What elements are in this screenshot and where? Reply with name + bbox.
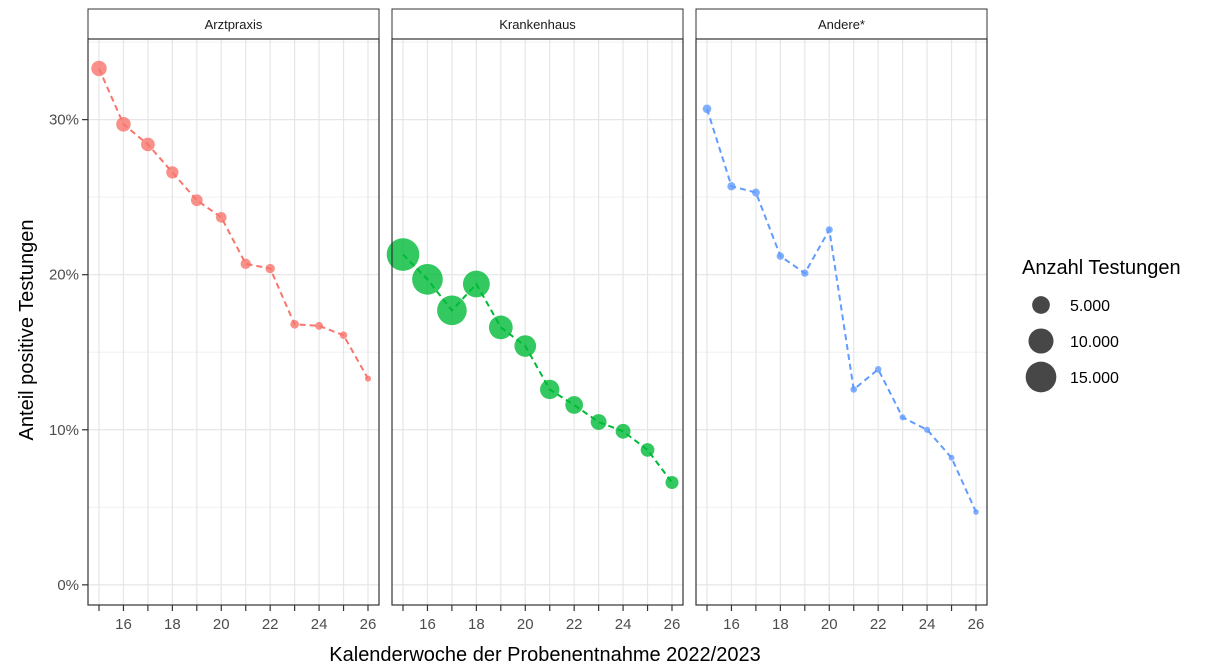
x-tick-label: 24: [919, 616, 936, 633]
data-point: [590, 414, 607, 430]
panel-strip: [87, 8, 380, 40]
x-tick-label: 20: [213, 616, 230, 633]
data-point: [948, 454, 955, 461]
data-point: [973, 509, 979, 515]
data-point: [412, 264, 443, 295]
data-point: [801, 269, 809, 277]
data-point: [290, 319, 299, 329]
y-tick-label: 0%: [57, 577, 79, 594]
x-tick-label: 26: [968, 616, 985, 633]
data-point: [315, 321, 324, 330]
x-tick-label: 20: [517, 616, 534, 633]
panel-border: [87, 38, 380, 606]
data-point: [751, 188, 760, 197]
legend-title: Anzahl Testungen: [1022, 257, 1181, 279]
panel-strip-label: Andere*: [818, 17, 865, 32]
data-point: [727, 182, 736, 191]
legend-label: 15.000: [1070, 370, 1119, 387]
data-point: [166, 166, 179, 179]
panel-strip: [695, 8, 988, 40]
y-axis-title: Anteil positive Testungen: [16, 220, 38, 441]
data-point: [850, 386, 858, 393]
panel-border: [391, 38, 684, 606]
data-point: [116, 116, 131, 132]
x-tick-label: 26: [360, 616, 377, 633]
data-point: [565, 396, 584, 414]
data-point: [825, 226, 833, 234]
x-tick-label: 24: [311, 616, 328, 633]
panel-background: [696, 39, 987, 605]
data-point: [874, 365, 882, 373]
data-point: [215, 212, 227, 223]
panel-strip-label: Arztpraxis: [205, 17, 263, 32]
x-tick-label: 18: [468, 616, 485, 633]
data-point: [702, 104, 712, 114]
x-tick-label: 16: [723, 616, 740, 633]
data-point: [488, 315, 513, 340]
data-point: [640, 443, 655, 457]
panel-border: [695, 38, 988, 606]
panel-1: Arztpraxis 16 18 20 22 24 26: [87, 8, 380, 633]
legend-key: [1032, 296, 1050, 314]
data-point: [437, 295, 467, 326]
data-point: [924, 426, 931, 433]
panel-background: [88, 39, 379, 605]
data-point: [141, 137, 155, 152]
x-tick-label: 26: [664, 616, 681, 633]
y-tick-label: 10%: [49, 422, 79, 439]
x-tick-label: 16: [419, 616, 436, 633]
panel-background: [392, 39, 683, 605]
legend-label: 5.000: [1070, 298, 1110, 315]
x-tick-label: 22: [566, 616, 583, 633]
x-tick-label: 22: [870, 616, 887, 633]
panel-strip-label: Krankenhaus: [499, 17, 576, 32]
x-tick-label: 24: [615, 616, 632, 633]
y-tick-label: 20%: [49, 267, 79, 284]
data-point: [462, 270, 490, 298]
legend-key: [1025, 361, 1057, 393]
data-point: [540, 379, 560, 400]
data-point: [386, 238, 420, 271]
x-axis-title: Kalenderwoche der Probenentnahme 2022/20…: [329, 644, 760, 665]
panel-2: Krankenhaus 16 18 20 22 24 26: [386, 8, 684, 633]
data-point: [615, 423, 631, 439]
x-tick-label: 16: [115, 616, 132, 633]
data-point: [339, 331, 348, 339]
data-point: [776, 252, 785, 260]
data-point: [91, 60, 107, 77]
panel-strip: [391, 8, 684, 40]
x-tick-label: 18: [772, 616, 789, 633]
legend-key: [1028, 328, 1054, 354]
data-point: [240, 258, 251, 270]
data-point: [665, 475, 679, 490]
data-point: [190, 194, 203, 207]
x-tick-label: 22: [262, 616, 279, 633]
y-axis: 0% 10% 20% 30%: [49, 112, 88, 594]
data-point: [514, 335, 537, 357]
data-point: [364, 375, 372, 382]
data-point: [899, 414, 906, 421]
legend-label: 10.000: [1070, 334, 1119, 351]
series-line: [706, 108, 977, 513]
data-point: [265, 263, 275, 274]
panel-3: Andere* 16 18 20 22 24 26: [695, 8, 988, 633]
x-tick-label: 20: [821, 616, 838, 633]
panels: Arztpraxis 16 18 20 22 24 26 Krankenhaus 16 18 20 2…: [87, 8, 988, 633]
series-line: [98, 68, 369, 380]
size-legend: Anzahl Testungen 5.000 10.000 15.000: [1022, 257, 1181, 393]
y-tick-label: 30%: [49, 112, 79, 129]
x-tick-label: 18: [164, 616, 181, 633]
